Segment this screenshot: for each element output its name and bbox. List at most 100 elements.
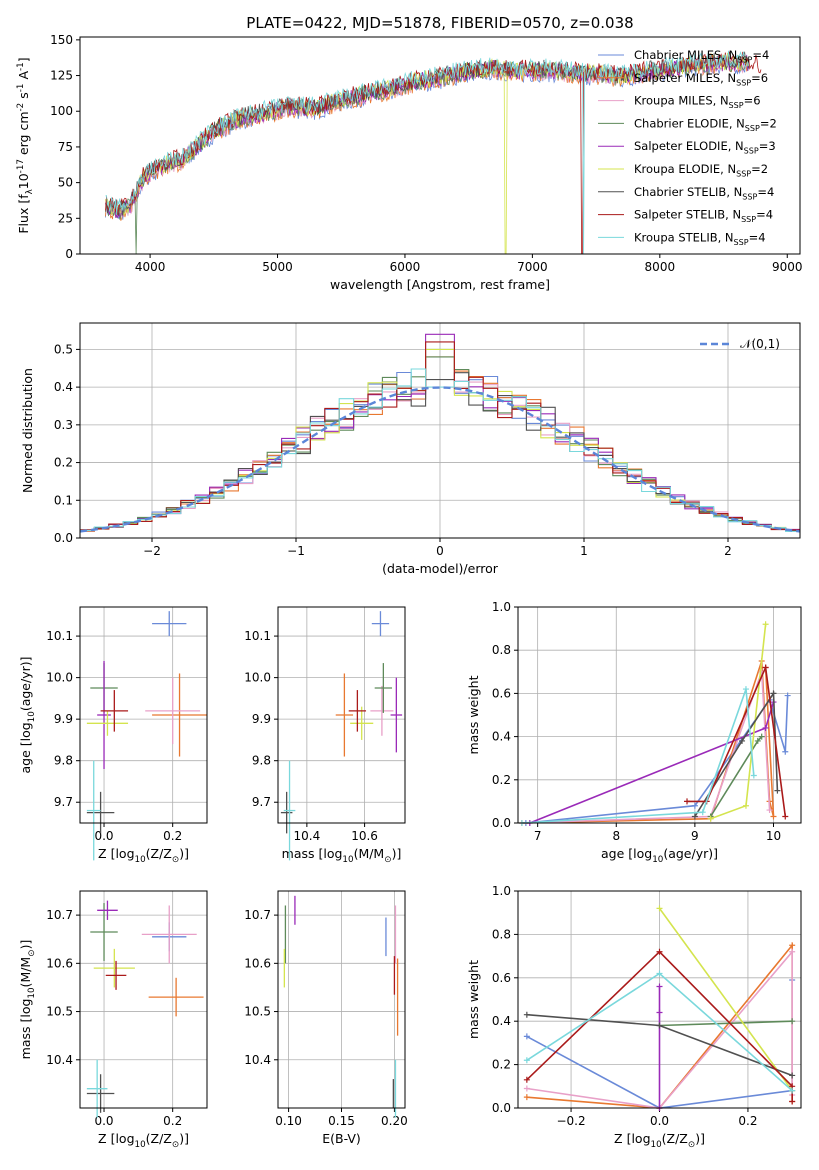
subscript: 10 [651,1140,662,1150]
x-tick-label: 7 [534,829,542,843]
x-axis-label: wavelength [Angstrom, rest frame] [330,277,550,292]
y-tick-label: 10.6 [46,956,73,970]
text-span: )] [179,846,189,861]
weight-line [529,701,775,824]
x-axis-label: Z [log10​(Z/Z⊙​)] [98,846,189,865]
text-span: Z [log [98,1131,134,1146]
weight-line [687,664,787,817]
text-span: ] [16,57,31,62]
text-span: 𝒩(0,1) [740,337,780,351]
weight-marker [774,787,781,794]
weight-marker [523,1085,530,1092]
legend-label: Chabrier ELODIE, NSSP​=2 [634,116,777,132]
weight-marker [523,1057,530,1064]
x-tick-label: 0.2 [163,1114,182,1128]
x-tick-label: 0 [436,544,444,558]
y-tick-label: 10.1 [244,629,271,643]
x-axis-label: Z [log10​(Z/Z⊙​)] [614,1131,705,1150]
y-tick-label: 10.7 [244,908,271,922]
text-span: (M/M [18,957,33,988]
weight-marker [782,748,789,755]
y-tick-label: 25 [58,211,73,225]
y-tick-label: 0.4 [54,380,73,394]
weight-marker [789,1072,796,1079]
weight-marker [523,1011,530,1018]
weight-vs-Z-axes: −0.2 0.0 0.2 0.0 0.2 0.4 0.6 0.8 1.0 Z [log10​(Z/… [466,884,802,1150]
plot-frame [517,606,802,824]
text-span: =6 [751,71,768,85]
y-tick-label: 10.5 [46,1005,73,1019]
weight-marker [754,737,761,744]
text-span: Flux [f [16,194,31,234]
y-tick-label: 0.8 [492,643,511,657]
text-span: =6 [744,94,761,108]
weight-line [521,660,775,824]
subscript: ⊙ [688,1140,695,1150]
mass-vs-Z-axes: 0.0 0.2 10.4 10.5 10.6 10.7 Z [log10​(Z/Z⊙​)] m… [18,890,208,1150]
weight-marker [766,807,773,814]
legend-label: Salpeter ELODIE, NSSP​=3 [634,139,776,155]
subscript: SSP [742,192,757,201]
y-tick-label: 9.7 [252,795,271,809]
y-tick-label: 100 [50,104,73,118]
spectrum-line [105,50,750,255]
x-tick-label: 10 [766,829,781,843]
weight-marker [789,948,796,955]
y-tick-label: 10.5 [244,1005,271,1019]
text-span: (age/yr)] [18,656,33,711]
plot-frame [79,322,801,539]
x-tick-label: 6000 [390,260,421,274]
text-span: =4 [756,208,773,222]
weight-marker [656,948,663,955]
chart-layer: 4000 5000 6000 7000 8000 90000255075100125150… [16,33,803,1150]
text-span: (Z/Z [146,846,172,861]
text-span: mass [log [18,999,33,1060]
text-span: wavelength [Angstrom, rest frame] [330,277,550,292]
subscript: SSP [736,169,751,178]
text-span: =4 [757,185,774,199]
text-span: mass weight [466,960,481,1039]
weight-marker [750,772,757,779]
histogram-step [80,341,800,531]
x-tick-label: 7000 [517,260,548,274]
plot-frame [79,890,208,1109]
text-span: =3 [759,139,776,153]
weight-marker [691,802,698,809]
x-tick-label: 0.0 [650,1114,669,1128]
subscript: ⊙ [384,855,391,865]
legend-label: Kroupa ELODIE, NSSP​=2 [634,162,768,178]
text-span: mass weight [466,675,481,754]
subscript: ⊙ [172,1140,179,1150]
subscript: 10 [342,855,353,865]
weight-marker [742,802,749,809]
weight-marker [762,724,769,731]
text-span: Normed distribution [20,368,35,493]
weight-marker [699,809,706,816]
x-tick-label: −0.2 [556,1114,585,1128]
weight-line [521,688,755,824]
text-span: Chabrier ELODIE, N [634,116,745,130]
weight-marker [707,815,714,822]
x-tick-label: 1 [580,544,588,558]
subscript: SSP [744,147,759,156]
weight-marker [523,1094,530,1101]
text-span: =2 [760,116,777,130]
x-axis-label: mass [log10​(M/M⊙​)] [282,846,402,865]
x-tick-label: 0.15 [328,1114,355,1128]
x-tick-label: −1 [287,544,305,558]
superscript: -1 [16,84,26,93]
text-span: (age/yr)] [663,846,718,861]
y-tick-label: 9.8 [54,754,73,768]
text-span: Z [log [98,846,134,861]
y-tick-label: 10.0 [244,671,271,685]
text-span: )] [695,1131,705,1146]
subscript: SSP [737,55,752,64]
weight-marker [656,1009,663,1016]
plot-frame [79,36,801,255]
text-span: Chabrier MILES, N [634,48,737,62]
text-span: (Z/Z [662,1131,688,1146]
text-span: )] [179,1131,189,1146]
x-tick-label: 5000 [262,260,293,274]
y-tick-label: 0.3 [54,418,73,432]
